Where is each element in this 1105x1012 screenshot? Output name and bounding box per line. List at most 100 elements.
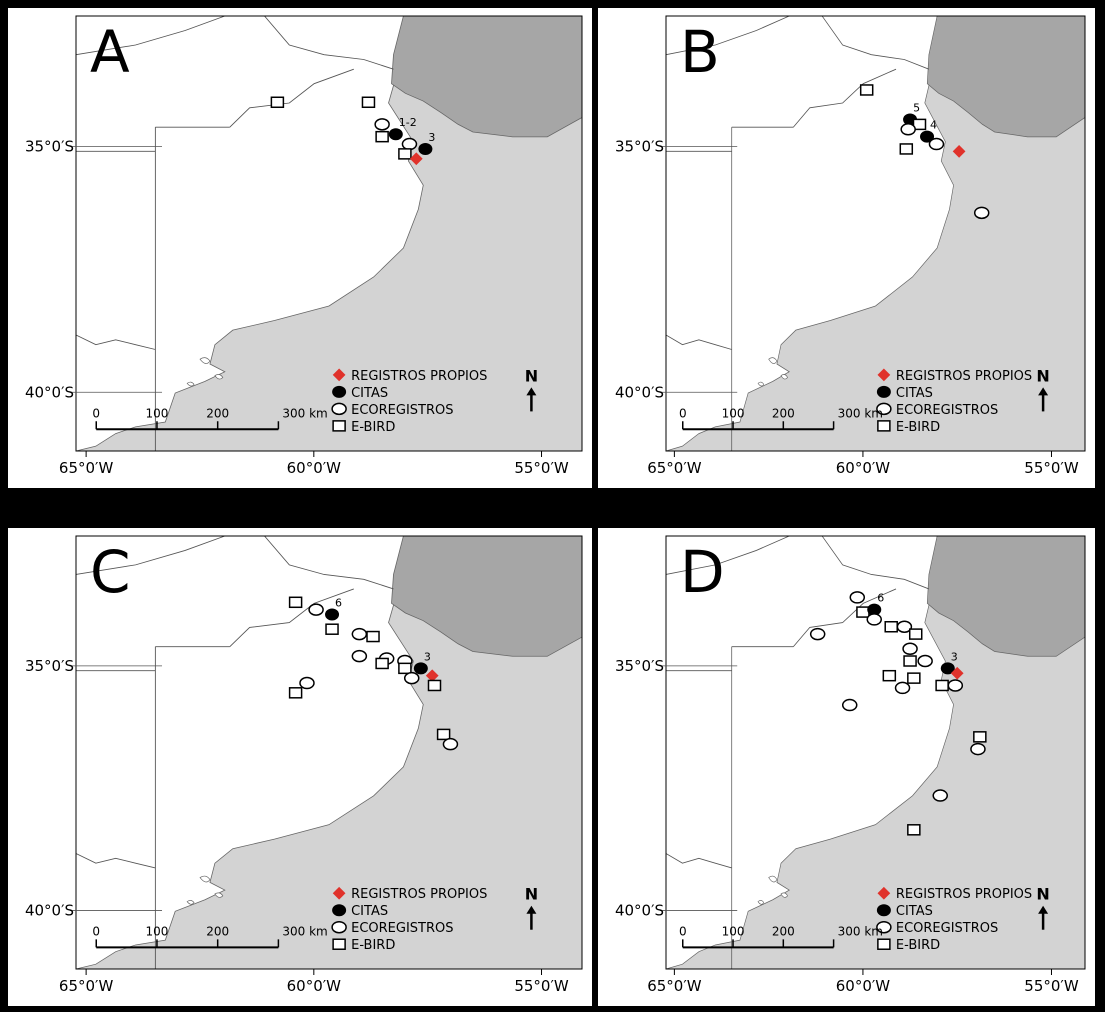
map-panel-c: 65°0′W 60°0′W 55°0′W 35°0′S 40°0′S C 6 3 REGISTR… [8, 528, 592, 1006]
legend-label-eco: ECOREGISTROS [351, 921, 453, 936]
legend-symbol-propios [332, 886, 346, 900]
lon-tick-label: 60°0′W [836, 977, 891, 995]
lon-tick-label: 65°0′W [647, 977, 702, 995]
point-citas [940, 662, 955, 675]
lon-tick-label: 65°0′W [647, 459, 702, 477]
point-ebird [325, 623, 339, 635]
point-label: 1-2 [399, 116, 417, 129]
point-ebird [288, 687, 303, 699]
point-ebird [884, 621, 898, 633]
legend-label-ebird: E-BIRD [896, 938, 940, 953]
legend-symbol-citas [332, 904, 347, 917]
point-ebird [856, 606, 870, 618]
map-geography [75, 15, 583, 452]
lon-tick-label: 65°0′W [59, 977, 114, 995]
legend-label-propios: REGISTROS PROPIOS [896, 369, 1032, 384]
point-ebird [907, 824, 921, 836]
legend-label-ebird: E-BIRD [896, 420, 940, 435]
point-ebird [270, 96, 285, 109]
scale-label: 200 [206, 924, 229, 938]
point-eco [403, 671, 420, 685]
scale-label: 0 [679, 406, 687, 420]
point-label: 5 [913, 101, 920, 114]
point-citas [413, 662, 428, 675]
north-label: N [1036, 885, 1049, 904]
scale-label: 200 [772, 406, 795, 420]
panel-label: C [90, 538, 131, 606]
lat-tick-label: 35°0′S [615, 657, 664, 675]
point-eco [351, 649, 368, 663]
map-panel-d: 65°0′W 60°0′W 55°0′W 35°0′S 40°0′S D 6 3 REGISTR… [598, 528, 1095, 1006]
scale-label: 100 [146, 406, 169, 420]
point-label: 3 [951, 650, 958, 663]
scale-label: 300 km [282, 406, 327, 420]
scale-label: 200 [772, 924, 795, 938]
legend-label-propios: REGISTROS PROPIOS [896, 887, 1032, 902]
point-label: 6 [335, 597, 342, 610]
point-ebird [436, 728, 451, 741]
legend-label-propios: REGISTROS PROPIOS [351, 369, 487, 384]
point-eco [896, 620, 913, 634]
point-ebird [859, 84, 874, 96]
point-ebird [912, 118, 927, 131]
lat-tick-label: 40°0′S [25, 383, 74, 401]
point-citas [388, 128, 403, 141]
scale-label: 200 [206, 406, 229, 420]
point-eco [866, 613, 882, 626]
map-frame [665, 15, 1086, 452]
lat-tick-label: 35°0′S [25, 657, 74, 675]
basemap [75, 535, 583, 970]
legend-label-ebird: E-BIRD [351, 420, 395, 435]
legend-symbol-eco [331, 402, 347, 416]
map-frame [75, 535, 583, 970]
north-arrow-icon [526, 387, 537, 396]
point-ebird [366, 630, 380, 643]
basemap [665, 15, 1086, 452]
point-eco [351, 627, 368, 641]
lat-tick-label: 35°0′S [615, 138, 664, 156]
legend-symbol-citas [332, 385, 347, 398]
legend-label-citas: CITAS [896, 386, 933, 401]
scale-label: 100 [722, 406, 745, 420]
map-frame [665, 535, 1086, 970]
point-eco [894, 681, 911, 695]
point-citas [418, 142, 433, 155]
point-eco [308, 603, 324, 616]
legend-label-citas: CITAS [896, 904, 933, 919]
point-ebird [398, 148, 412, 160]
point-eco [401, 137, 418, 151]
basemap [665, 535, 1086, 970]
point-ebird [361, 96, 376, 109]
legend-label-citas: CITAS [351, 904, 388, 919]
lon-tick-label: 55°0′W [1024, 977, 1079, 995]
legend-label-eco: ECOREGISTROS [896, 921, 998, 936]
legend-symbol-ebird [332, 420, 346, 432]
north-label: N [525, 366, 538, 385]
point-propios [425, 669, 439, 683]
legend-label-propios: REGISTROS PROPIOS [351, 887, 487, 902]
point-ebird [375, 657, 389, 670]
map-geography [665, 15, 1086, 452]
point-label: 6 [877, 592, 884, 605]
point-eco [841, 698, 858, 712]
point-eco [973, 206, 990, 220]
point-ebird [899, 143, 914, 155]
point-ebird [973, 731, 987, 743]
north-arrow-icon [526, 905, 537, 914]
lon-tick-label: 65°0′W [59, 459, 114, 477]
panel-label: A [90, 18, 130, 86]
north-label: N [525, 885, 538, 904]
basemap [75, 15, 583, 452]
north-label: N [1036, 366, 1049, 385]
lat-tick-label: 40°0′S [615, 383, 664, 401]
panels-layer: 65°0′W 60°0′W 55°0′W 35°0′S 40°0′S A 1-2 3 REGIS… [8, 8, 1095, 1006]
legend-symbol-eco [876, 402, 892, 416]
map-panel-b: 65°0′W 60°0′W 55°0′W 35°0′S 40°0′S B 54 REGISTR… [598, 8, 1095, 488]
point-label: 3 [424, 650, 431, 663]
scale-label: 0 [92, 406, 100, 420]
map-geography [665, 535, 1086, 970]
point-eco [900, 123, 916, 136]
point-eco [947, 679, 964, 692]
legend-symbol-ebird [877, 938, 891, 950]
